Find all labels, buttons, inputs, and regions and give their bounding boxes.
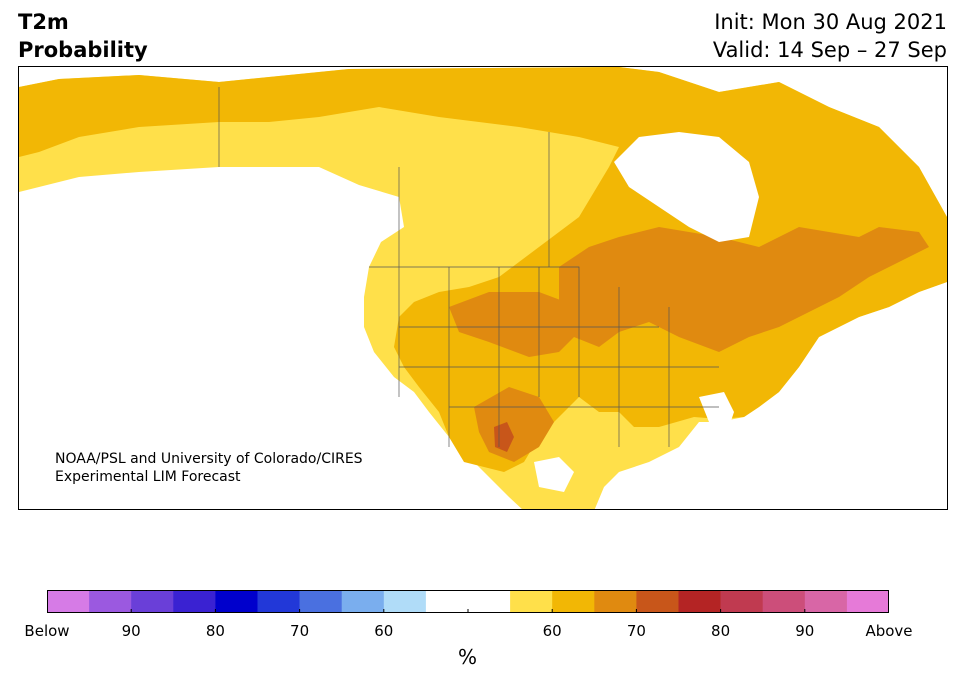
colorbar-bin — [762, 590, 806, 613]
map-region-above-65-70-east — [559, 227, 929, 352]
chart-title: T2m Probability — [18, 8, 148, 64]
colorbar-bin — [47, 590, 90, 613]
colorbar-tick-label: 80 — [711, 622, 731, 640]
credit-line-1: NOAA/PSL and University of Colorado/CIRE… — [55, 451, 363, 467]
map-region-above-65-70-south — [474, 387, 554, 462]
colorbar-bin — [173, 590, 216, 613]
colorbar-tick-label: 90 — [121, 622, 141, 640]
state-borders — [218, 87, 719, 447]
colorbar-tick-label: 60 — [542, 622, 562, 640]
colorbar — [47, 590, 889, 613]
colorbar-bin — [510, 590, 553, 613]
colorbar-tick-label: 70 — [290, 622, 310, 640]
valid-period: Valid: 14 Sep – 27 Sep — [712, 38, 947, 62]
colorbar-bin — [678, 590, 721, 613]
colorbar-tick-label: 90 — [795, 622, 815, 640]
colorbar-bin — [131, 590, 174, 613]
colorbar-bin — [383, 590, 427, 613]
colorbar-bin — [552, 590, 595, 613]
colorbar-bin — [636, 590, 679, 613]
colorbar-bin — [215, 590, 258, 613]
colorbar-tick-label: 60 — [374, 622, 394, 640]
colorbar-tick-label: Below — [24, 622, 70, 640]
forecast-map — [18, 66, 948, 510]
title-line-1: T2m — [18, 10, 69, 34]
colorbar-tick-label: 70 — [626, 622, 646, 640]
map-region-above-65-70-west — [449, 292, 579, 357]
colorbar-bin — [341, 590, 385, 613]
forecast-dates: Init: Mon 30 Aug 2021 Valid: 14 Sep – 27… — [713, 8, 947, 64]
title-line-2: Probability — [18, 38, 148, 62]
colorbar-bin — [804, 590, 848, 613]
map-region-neutral-southeast — [699, 392, 734, 427]
credit-line-2: Experimental LIM Forecast — [55, 469, 241, 485]
init-date: Init: Mon 30 Aug 2021 — [714, 10, 947, 34]
colorbar-tick-label: Above — [865, 622, 913, 640]
colorbar-bin — [846, 590, 889, 613]
map-svg — [19, 67, 947, 509]
colorbar-bin — [257, 590, 300, 613]
map-region-neutral-gulf — [534, 457, 574, 492]
colorbar-bin — [299, 590, 342, 613]
colorbar-tick-label: 80 — [205, 622, 225, 640]
colorbar-bin — [594, 590, 637, 613]
colorbar-unit: % — [458, 645, 478, 669]
colorbar-bin — [720, 590, 763, 613]
colorbar-bin — [425, 590, 511, 613]
colorbar-bin — [89, 590, 132, 613]
credit-text: NOAA/PSL and University of Colorado/CIRE… — [55, 450, 363, 486]
map-region-neutral-hudson — [614, 132, 759, 242]
